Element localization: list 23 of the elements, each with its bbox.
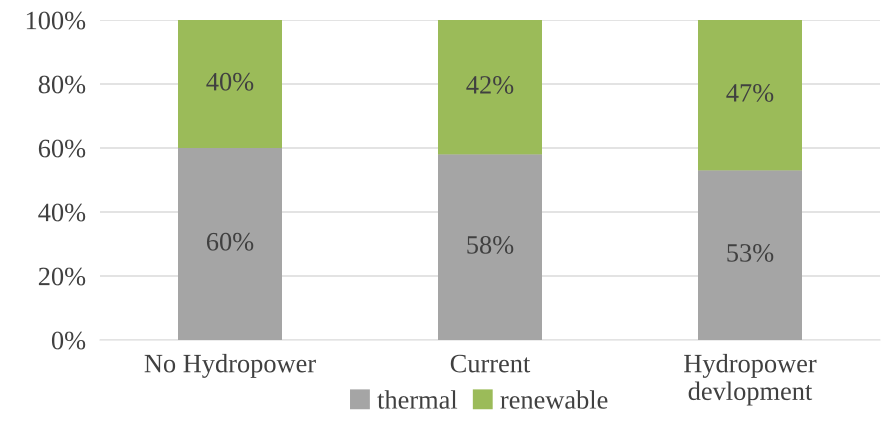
y-tick-label: 0% [52,332,86,350]
y-tick-label: 80% [38,76,86,94]
y-tick-label: 20% [38,268,86,286]
data-label: 53% [727,244,774,262]
bar [698,170,802,340]
bar [178,20,282,148]
bar [438,154,542,340]
data-label: 60% [206,232,254,251]
x-tick-label: Hydropower devlopment [684,354,816,406]
y-tick-label: 60% [38,140,86,158]
legend-label: thermal [377,390,458,409]
x-tick-label: Current [450,354,530,372]
y-tick-label: 40% [38,204,86,222]
bar [698,20,802,170]
data-label: 42% [466,76,514,94]
y-tick-label: 100% [26,12,86,30]
data-label: 58% [467,236,514,254]
legend-label: renewable [500,390,608,409]
bar [178,148,282,340]
x-tick-label: No Hydropower [144,354,316,378]
data-label: 40% [206,72,254,91]
data-label: 47% [726,84,774,102]
bar [438,20,542,154]
